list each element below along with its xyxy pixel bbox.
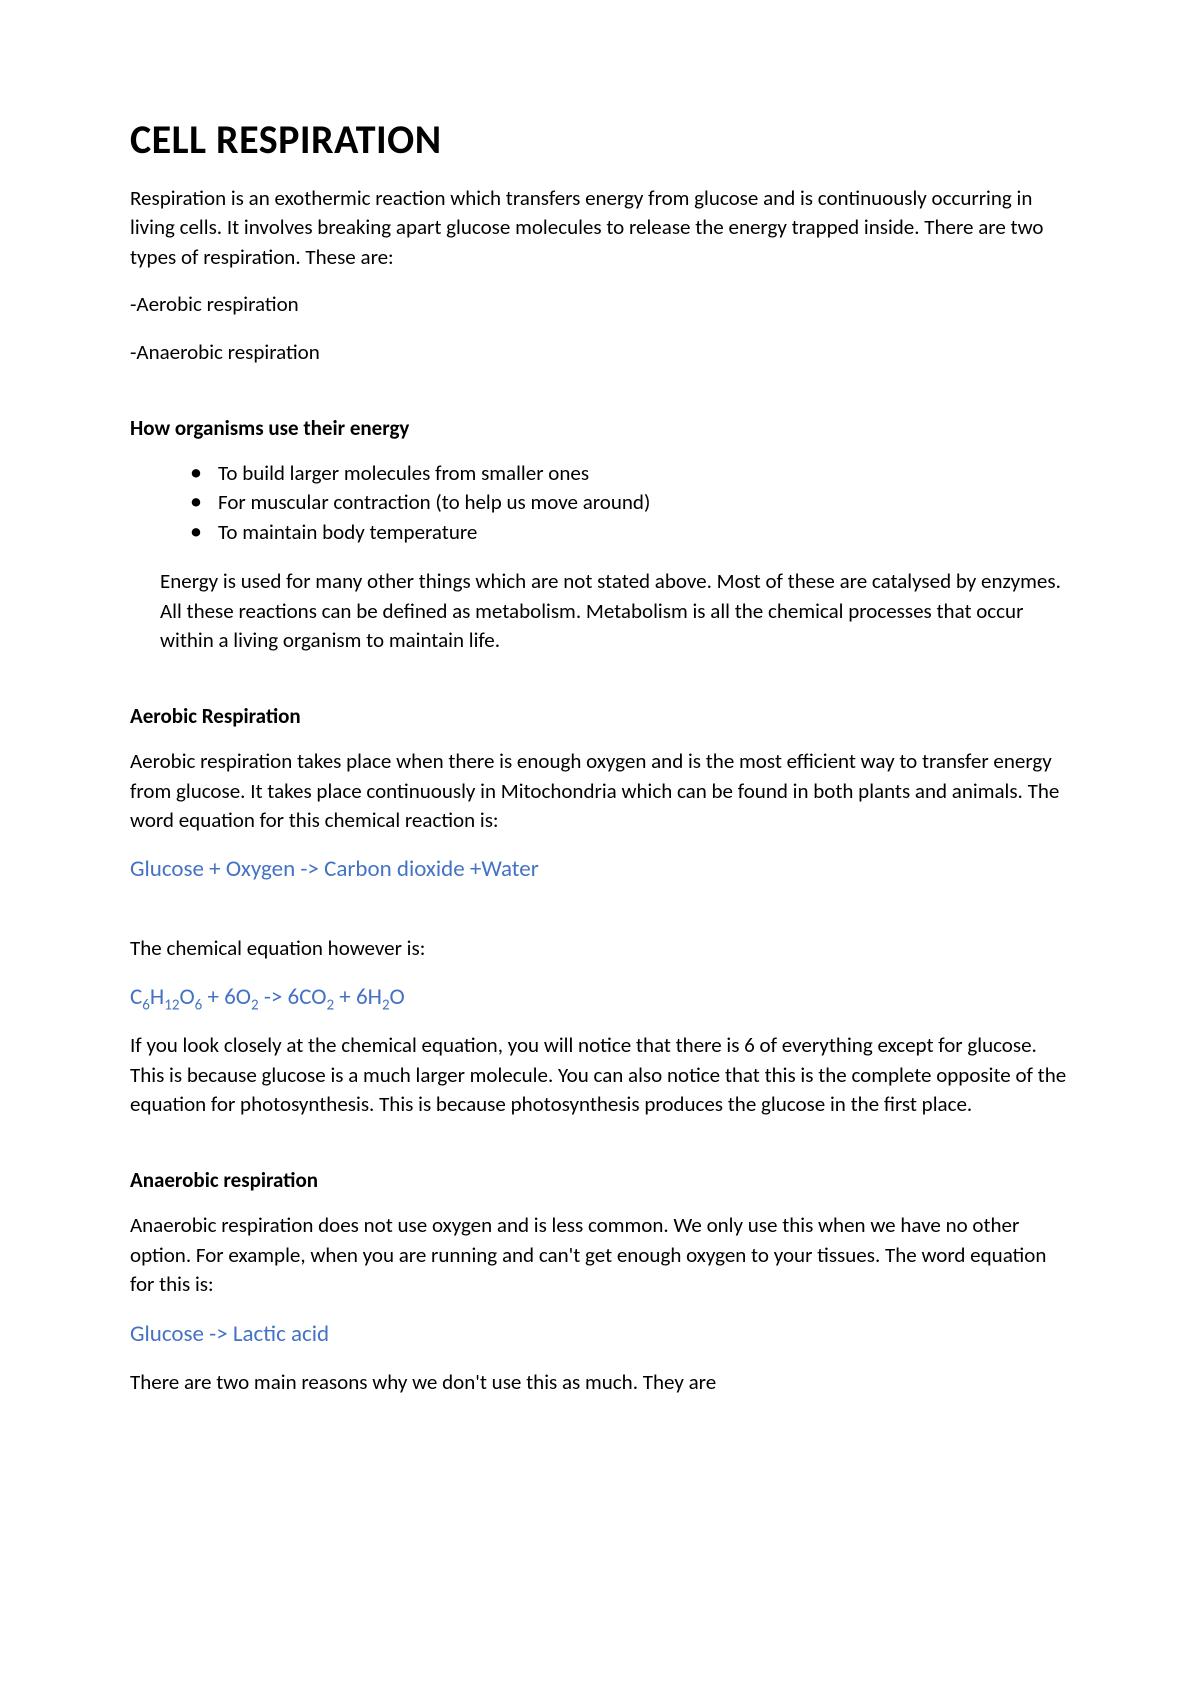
intro-paragraph: Respiration is an exothermic reaction wh… bbox=[130, 184, 1070, 272]
respiration-type-1: -Aerobic respiration bbox=[130, 290, 1070, 319]
anaerobic-word-equation: Glucose -> Lactic acid bbox=[130, 1318, 1070, 1350]
anaerobic-intro-paragraph: Anaerobic respiration does not use oxyge… bbox=[130, 1211, 1070, 1299]
section-heading-anaerobic: Anaerobic respiration bbox=[130, 1167, 1070, 1193]
list-item: For muscular contraction (to help us mov… bbox=[190, 488, 1070, 517]
section-heading-energy-use: How organisms use their energy bbox=[130, 415, 1070, 441]
spacer bbox=[130, 673, 1070, 703]
page-title: CELL RESPIRATION bbox=[130, 115, 1070, 164]
spacer bbox=[130, 385, 1070, 415]
aerobic-intro-paragraph: Aerobic respiration takes place when the… bbox=[130, 747, 1070, 835]
aerobic-explanation-paragraph: If you look closely at the chemical equa… bbox=[130, 1031, 1070, 1119]
anaerobic-reasons-paragraph: There are two main reasons why we don't … bbox=[130, 1368, 1070, 1397]
metabolism-paragraph: Energy is used for many other things whi… bbox=[130, 567, 1070, 655]
spacer bbox=[130, 904, 1070, 934]
spacer bbox=[130, 1137, 1070, 1167]
energy-use-list: To build larger molecules from smaller o… bbox=[130, 459, 1070, 547]
list-item: To build larger molecules from smaller o… bbox=[190, 459, 1070, 488]
chemical-equation-intro: The chemical equation however is: bbox=[130, 934, 1070, 963]
aerobic-chemical-equation: C6H12O6 + 6O2 -> 6CO2 + 6H2O bbox=[130, 981, 1070, 1013]
list-item: To maintain body temperature bbox=[190, 518, 1070, 547]
aerobic-word-equation: Glucose + Oxygen -> Carbon dioxide +Wate… bbox=[130, 853, 1070, 885]
section-heading-aerobic: Aerobic Respiration bbox=[130, 703, 1070, 729]
respiration-type-2: -Anaerobic respiration bbox=[130, 338, 1070, 367]
